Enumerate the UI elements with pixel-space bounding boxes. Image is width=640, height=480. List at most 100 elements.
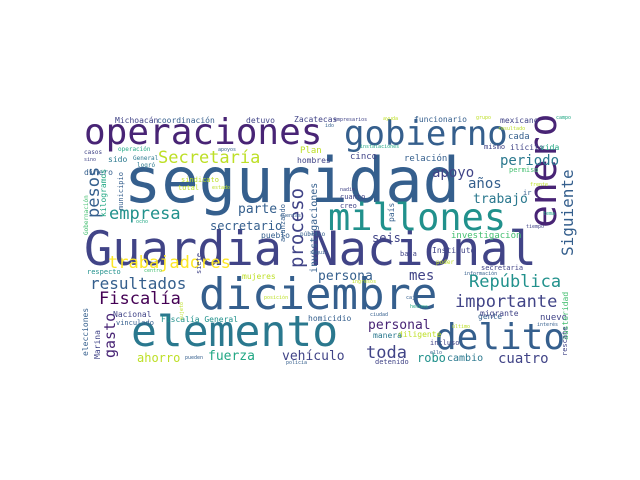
word-ir: ir <box>523 189 532 197</box>
word-siete: siete <box>195 252 203 274</box>
word-respecto: respecto <box>87 268 121 276</box>
word-migrante: migrante <box>480 309 519 318</box>
word-coordinacion: coordinación <box>157 116 215 125</box>
word-nuevo: nuevo <box>540 313 568 323</box>
word-creo: creo <box>340 202 357 210</box>
word-investigaciones: investigaciones <box>309 182 320 273</box>
word-operacion: operación <box>118 146 151 153</box>
word-manera: manera <box>373 331 402 340</box>
word-empresarios: empresarios <box>334 117 368 123</box>
word-persona: persona <box>318 269 373 284</box>
word-secretario: secretario <box>210 219 283 233</box>
word-policia: policía <box>286 360 308 366</box>
word-siguiente: Siguiente <box>558 169 577 256</box>
word-anos: años <box>468 176 502 192</box>
word-mujeres: mujeres <box>242 272 276 281</box>
word-personal: personal <box>368 318 431 333</box>
word-frente: frente <box>530 182 549 188</box>
word-instituto: Instituto <box>432 246 476 255</box>
word-nadie: nadie <box>340 187 356 193</box>
word-rescate: rescate <box>561 326 569 356</box>
word-republica: República <box>469 272 562 292</box>
word-apoyos: apoyos <box>218 147 237 153</box>
word-informacion: información <box>464 271 498 277</box>
word-seguir: seguir <box>310 250 329 256</box>
word-mexicano: mexicano <box>500 116 539 125</box>
word-importante: importante <box>455 292 558 312</box>
word-sindicato: sindicato <box>181 176 219 184</box>
word-publico: público <box>300 231 326 238</box>
word-estado: estado <box>212 185 231 191</box>
word-cada: cada <box>508 132 530 142</box>
word-vinculado: vinculado <box>116 319 154 327</box>
word-elemento: elemento <box>131 307 339 357</box>
word-ultimo: último <box>452 324 471 330</box>
word-incluso: incluso <box>430 339 460 347</box>
word-fiscalia-general: Fiscalía General <box>161 315 239 324</box>
word-pais: país <box>387 202 396 222</box>
word-marina: Marina <box>93 330 102 359</box>
word-parte: parte <box>238 202 278 217</box>
word-operaciones: operaciones <box>84 112 323 153</box>
word-interes: interés <box>537 322 559 328</box>
word-posicion: posición <box>264 295 289 301</box>
word-dinero: dinero <box>84 168 113 177</box>
word-general: General <box>133 155 159 162</box>
word-cambio: cambio <box>447 353 484 364</box>
word-resultados: resultados <box>90 274 187 293</box>
word-pueden: pueden <box>185 355 204 361</box>
word-cuanto: cuanto <box>340 193 366 201</box>
word-nacional: Nacional <box>113 310 152 319</box>
word-cuatro: cuatro <box>498 351 549 367</box>
word-total: total <box>178 184 200 192</box>
word-toda: toda <box>366 343 407 363</box>
word-ahorro: ahorro <box>137 351 181 365</box>
word-elecciones: elecciones <box>81 307 90 356</box>
word-seguridad: seguridad <box>124 144 460 217</box>
word-tiempo: tiempo <box>526 224 545 230</box>
word-gobernacion: Gobernación <box>83 195 90 235</box>
word-ciudad: ciudad <box>370 312 389 318</box>
word-poder: poder <box>436 259 455 266</box>
word-baja: baja <box>400 250 417 258</box>
word-centro: centro <box>144 268 163 274</box>
word-mes: mes <box>409 268 435 284</box>
word-instalaciones: instalaciones <box>360 144 400 150</box>
word-gente: gente <box>478 312 503 321</box>
word-michoacan: Michoacán <box>115 116 159 125</box>
word-homicidio: homicidio <box>308 314 352 323</box>
word-sido: sido <box>108 155 128 164</box>
word-sujeto: sujeto <box>179 301 185 320</box>
word-fuerza: fuerza <box>208 349 255 364</box>
word-ilicito: ilícito <box>510 143 544 152</box>
word-cloud-panel <box>80 115 576 367</box>
word-secretaria-lc: secretaria <box>481 264 524 272</box>
word-pueblo: pueblo <box>261 231 290 240</box>
word-diligente: diligente <box>398 330 442 339</box>
word-secretaria: Secretaría <box>158 148 261 168</box>
word-investigacion: investigación <box>451 231 522 241</box>
word-seis: seis <box>372 231 401 245</box>
word-caja: caja <box>406 295 419 301</box>
word-millones: millones <box>328 196 507 239</box>
word-periodo: periodo <box>500 153 560 169</box>
word-tema: tema <box>543 211 556 217</box>
word-logro: logró <box>137 162 156 169</box>
word-fiscalia: Fiscalía <box>99 289 181 309</box>
word-permiso: permiso <box>509 166 539 174</box>
word-zacatecas: Zacatecas <box>294 115 338 124</box>
word-trabajo: trabajo <box>473 192 528 207</box>
word-municipio: municipio <box>117 172 125 210</box>
word-diciembre: diciembre <box>199 269 438 320</box>
word-delito: delito <box>435 317 566 358</box>
word-ocho: ocho <box>136 219 149 225</box>
word-vida: vida <box>540 143 560 152</box>
word-empresa: empresa <box>109 204 181 224</box>
word-apoyo: apoyo <box>432 165 475 181</box>
word-resultado: resultado <box>498 126 526 132</box>
word-plan: Plan <box>300 146 322 156</box>
word-hechos: hechos <box>410 304 429 310</box>
word-ido: ido <box>325 123 335 129</box>
word-funcionario: funcionario <box>414 115 467 124</box>
word-detenido: detenido <box>375 358 409 366</box>
